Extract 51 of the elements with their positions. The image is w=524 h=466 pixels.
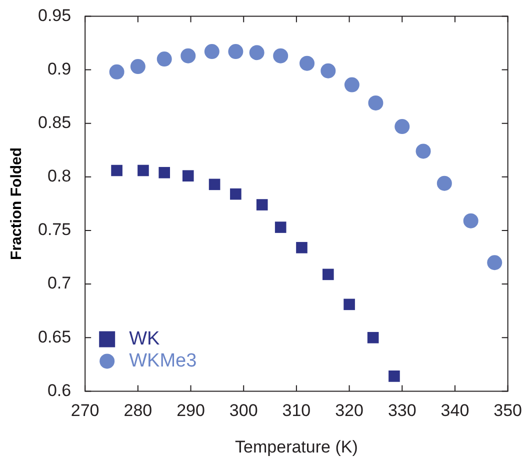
point bbox=[274, 222, 286, 233]
point bbox=[367, 332, 379, 344]
point bbox=[394, 119, 410, 134]
point bbox=[300, 56, 315, 71]
point bbox=[182, 170, 194, 182]
point bbox=[296, 242, 308, 254]
x-tick-label: 270 bbox=[70, 401, 100, 420]
x-tick-label: 310 bbox=[282, 401, 311, 420]
point bbox=[463, 213, 478, 228]
x-tick-label: 340 bbox=[440, 401, 470, 420]
y-tick-label: 0.8 bbox=[47, 166, 72, 186]
y-tick-label: 0.6 bbox=[47, 380, 72, 400]
x-tick-label: 320 bbox=[335, 401, 364, 420]
x-tick-label: 330 bbox=[388, 401, 416, 420]
x-tick-label: 300 bbox=[229, 401, 258, 420]
point bbox=[180, 48, 196, 64]
point bbox=[273, 48, 288, 64]
point bbox=[487, 255, 502, 270]
y-tick-label: 0.95 bbox=[38, 6, 72, 25]
point bbox=[249, 45, 264, 60]
point bbox=[228, 44, 244, 60]
y-tick-label: 0.9 bbox=[47, 59, 72, 78]
point bbox=[344, 298, 355, 310]
legend-label: WKMe3 bbox=[129, 350, 197, 372]
point bbox=[158, 166, 170, 178]
y-tick-label: 0.75 bbox=[38, 220, 72, 240]
y-tick-label: 0.85 bbox=[38, 113, 72, 132]
point bbox=[109, 64, 124, 80]
point bbox=[320, 63, 336, 78]
point bbox=[130, 59, 146, 74]
point bbox=[322, 268, 334, 280]
point bbox=[256, 199, 268, 210]
y-tick-label: 0.65 bbox=[38, 327, 72, 346]
point bbox=[230, 188, 242, 200]
point bbox=[208, 178, 220, 190]
x-tick-label: 280 bbox=[124, 401, 152, 420]
point bbox=[204, 44, 220, 60]
point bbox=[436, 176, 452, 191]
point bbox=[156, 52, 172, 67]
point bbox=[368, 95, 384, 110]
y-axis-title: Fraction Folded bbox=[8, 147, 26, 260]
point bbox=[111, 164, 122, 176]
y-tick-label: 0.7 bbox=[47, 274, 72, 293]
point bbox=[138, 164, 149, 176]
point bbox=[388, 370, 400, 382]
x-tick-label: 290 bbox=[176, 401, 205, 420]
legend-label: WK bbox=[129, 328, 160, 350]
x-axis-title: Temperature (K) bbox=[235, 437, 358, 456]
x-tick-label: 350 bbox=[494, 401, 522, 420]
point bbox=[344, 77, 360, 92]
point bbox=[416, 144, 431, 159]
